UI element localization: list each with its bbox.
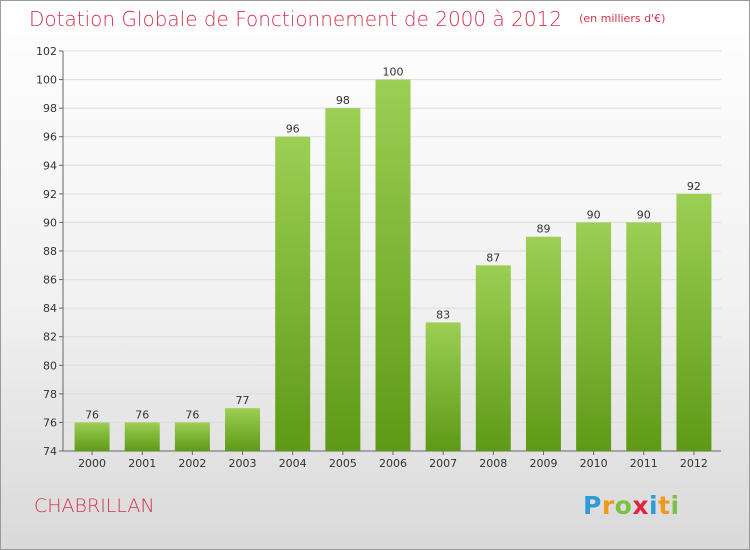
bar	[225, 408, 261, 451]
y-tick-label: 90	[43, 216, 57, 229]
bar	[375, 79, 411, 452]
x-tick-label: 2001	[128, 457, 156, 470]
x-tick-label: 2010	[580, 457, 608, 470]
y-tick-label: 76	[43, 416, 57, 429]
y-tick-label: 84	[43, 302, 57, 315]
data-label: 90	[587, 208, 601, 221]
logo-letter: P	[583, 491, 602, 520]
data-label: 92	[687, 180, 701, 193]
data-label: 100	[383, 66, 404, 79]
y-tick-label: 80	[43, 359, 57, 372]
data-label: 90	[637, 208, 651, 221]
y-tick-label: 100	[36, 74, 57, 87]
logo-letter: o	[614, 491, 633, 520]
y-tick-label: 86	[43, 274, 57, 287]
commune-name: CHABRILLAN	[34, 495, 155, 517]
y-tick-label: 96	[43, 131, 57, 144]
y-tick-label: 88	[43, 245, 57, 258]
bar	[124, 422, 160, 451]
bars	[74, 79, 712, 452]
data-label: 89	[536, 223, 550, 236]
bar	[425, 322, 461, 451]
y-tick-label: 102	[36, 45, 57, 58]
x-tick-label: 2009	[529, 457, 557, 470]
logo-letter: x	[632, 491, 649, 520]
y-tick-label: 82	[43, 331, 57, 344]
data-label: 76	[135, 408, 149, 421]
x-tick-label: 2012	[680, 457, 708, 470]
x-tick-label: 2002	[178, 457, 206, 470]
bar	[676, 193, 712, 451]
bar	[475, 265, 511, 451]
logo-letter: i	[670, 491, 680, 520]
x-tick-label: 2000	[78, 457, 106, 470]
bar	[325, 108, 361, 452]
logo-letter: i	[649, 491, 659, 520]
x-tick-label: 2005	[329, 457, 357, 470]
x-tick-label: 2004	[279, 457, 307, 470]
data-label: 96	[286, 123, 300, 136]
y-tick-label: 78	[43, 388, 57, 401]
y-tick-label: 92	[43, 188, 57, 201]
data-label: 77	[236, 394, 250, 407]
logo-letter: r	[601, 491, 615, 520]
bar	[174, 422, 210, 451]
bar	[275, 136, 311, 451]
data-label: 76	[85, 408, 99, 421]
x-tick-label: 2007	[429, 457, 457, 470]
x-tick-label: 2006	[379, 457, 407, 470]
labels: 74 76 78 80 82 84 86 88 90 92 94 96 98 100 102 2000 76 20…	[36, 45, 708, 470]
chart-title: Dotation Globale de Fonctionnement de 20…	[29, 7, 562, 31]
x-tick-label: 2003	[229, 457, 257, 470]
bar	[525, 236, 561, 451]
x-tick-label: 2011	[630, 457, 658, 470]
y-tick-label: 98	[43, 102, 57, 115]
data-label: 87	[486, 251, 500, 264]
y-tick-label: 94	[43, 159, 57, 172]
data-label: 76	[185, 408, 199, 421]
data-label: 98	[336, 94, 350, 107]
logo-letter: t	[658, 491, 671, 520]
proxiti-logo: Proxiti	[583, 491, 680, 520]
data-label: 83	[436, 308, 450, 321]
bar	[576, 222, 612, 451]
bar	[74, 422, 110, 451]
x-tick-label: 2008	[479, 457, 507, 470]
y-tick-label: 74	[43, 445, 57, 458]
unit-label: (en milliers d'€)	[579, 12, 666, 25]
bar	[626, 222, 662, 451]
title-row: Dotation Globale de Fonctionnement de 20…	[29, 7, 665, 31]
